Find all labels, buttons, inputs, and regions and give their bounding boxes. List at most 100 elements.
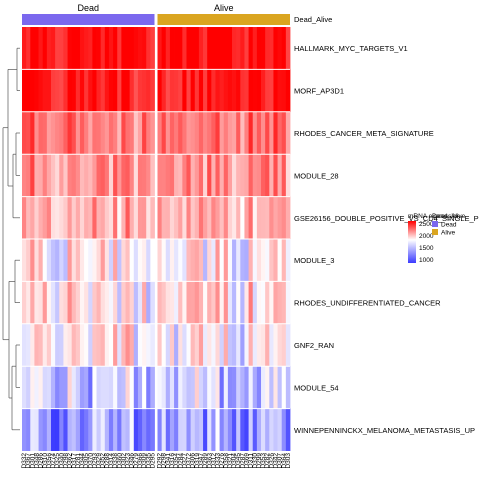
heatmap-cell [63,154,68,197]
heatmap-cell [169,196,175,239]
heatmap-cell [59,239,64,282]
column-label: D295 [149,453,156,469]
heatmap-cell [207,154,212,197]
heatmap-cell [194,196,200,239]
heatmap-cell [182,69,187,112]
heatmap-cell [137,27,143,70]
heatmap-cell [165,111,171,155]
heatmap-cell [30,196,35,239]
heatmap-cell [121,408,126,451]
heatmap-cell [34,196,39,239]
column-label: D332 [21,453,28,469]
heatmap-cell [79,408,85,451]
heatmap-cell [108,196,114,239]
heatmap-cell [244,408,249,451]
heatmap-cell [203,196,208,239]
heatmap-cell [96,196,102,239]
heatmap-cell [203,281,208,324]
heatmap-cell [227,323,233,367]
heatmap-cell [165,154,171,197]
heatmap-cell [223,69,229,112]
row-label: WINNEPENNINCKX_MELANOMA_METASTASIS_UP [294,426,475,435]
heatmap-cell [236,69,241,112]
heatmap-cell [129,154,135,197]
heatmap-cell [50,281,56,324]
heatmap-cell [75,111,81,155]
column-label: D286 [38,453,45,469]
heatmap-cell [269,323,274,367]
column-label: D333 [215,453,222,469]
column-label: D307 [277,453,284,469]
heatmap-cell [22,111,27,155]
heatmap-cell [26,196,31,239]
heatmap-cell [121,196,126,239]
column-labels: D332D367D301D348D286D310D356D274D325D340… [21,453,292,469]
heatmap-cell [100,366,106,409]
column-label: D303 [285,453,292,469]
heatmap-cell [223,281,229,324]
heatmap-cell [30,281,35,324]
heatmap-cell [174,69,179,112]
heatmap-cell [88,27,93,70]
heatmap-cell [194,366,200,409]
heatmap-cell [71,408,77,451]
heatmap-cell [92,323,97,367]
heatmap-cell [178,323,183,367]
heatmap-cell [96,281,102,324]
heatmap-cell [211,366,216,409]
heatmap-cell [182,408,187,451]
legend-tick: 1000 [419,257,434,264]
heatmap-cell [161,239,167,282]
heatmap-cell [125,239,131,282]
heatmap-cell [203,366,208,409]
heatmap-cell [96,69,102,112]
heatmap-cell [273,154,278,197]
heatmap-cell [157,154,163,197]
heatmap-cell [79,239,85,282]
heatmap-cell [55,111,60,155]
heatmap-cell [59,69,64,112]
heatmap-cell [133,408,139,451]
heatmap-cell [198,154,204,197]
heatmap-cell [190,281,196,324]
heatmap-cell [146,154,151,197]
heatmap-cell [248,69,254,112]
heatmap-cell [46,366,52,409]
heatmap-cell [75,323,81,367]
heatmap-cell [248,408,254,451]
heatmap-cell [50,323,56,367]
heatmap-cell [273,323,278,367]
heatmap-cell [71,154,77,197]
heatmap-cell [157,366,163,409]
heatmap-cell [67,323,73,367]
heatmap-cell [285,281,291,324]
heatmap-cell [244,69,249,112]
heatmap-cell [194,111,200,155]
heatmap-cell [227,27,233,70]
heatmap-cell [133,239,139,282]
heatmap-cell [22,196,27,239]
heatmap-cell [150,323,155,367]
heatmap-cell [38,196,44,239]
heatmap-cell [244,366,249,409]
heatmap-cell [281,408,287,451]
heatmap-cell [265,239,270,282]
heatmap-cell [22,323,27,367]
heatmap-cell [100,323,106,367]
heatmap-cell [256,111,262,155]
heatmap-cell [236,281,241,324]
heatmap-cell [265,323,270,367]
heatmap-cell [108,111,114,155]
heatmap-cell [146,408,151,451]
heatmap-cell [117,323,122,367]
heatmap-cell [186,239,192,282]
heatmap-cell [207,239,212,282]
heatmap-cell [285,111,291,155]
heatmap-cell [198,408,204,451]
heatmap-cell [256,323,262,367]
heatmap-cell [265,111,270,155]
row-label: RHODES_UNDIFFERENTIATED_CANCER [294,299,441,308]
row-label: GSE26156_DOUBLE_POSITIVE_VS_CD4_SINGLE_P [294,214,479,223]
heatmap-cell [248,239,254,282]
heatmap-cell [236,196,241,239]
